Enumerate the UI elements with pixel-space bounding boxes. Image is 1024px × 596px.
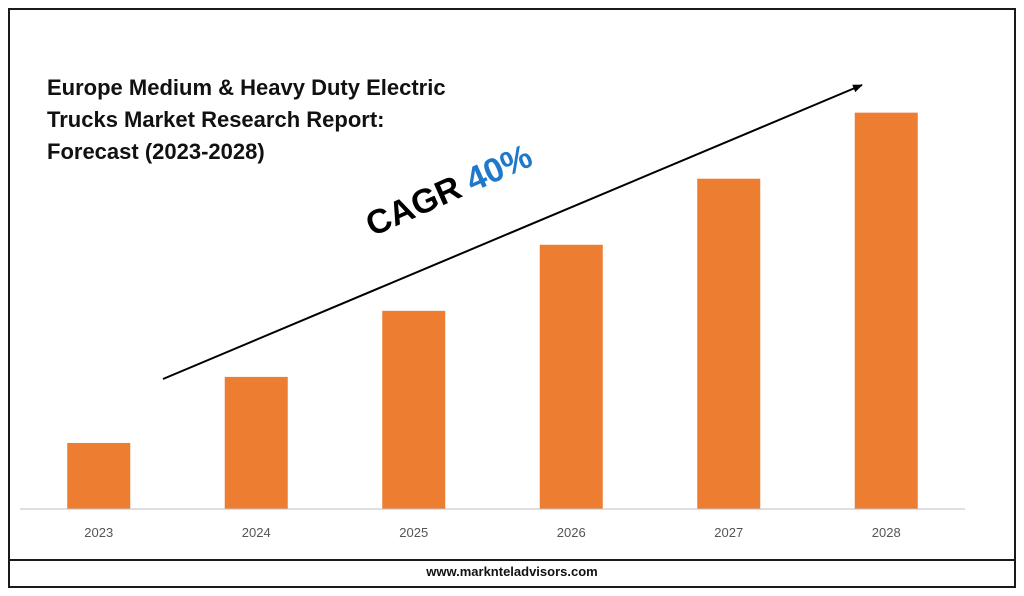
chart-title: Europe Medium & Heavy Duty Electric Truc… [47, 75, 446, 164]
footer-divider [8, 559, 1016, 561]
x-tick-label-2028: 2028 [872, 525, 901, 540]
bar-2028 [854, 112, 918, 510]
x-tick-label-2027: 2027 [714, 525, 743, 540]
x-tick-label-2026: 2026 [557, 525, 586, 540]
bar-2024 [224, 376, 288, 509]
bars-group [67, 112, 918, 510]
x-tick-label-2024: 2024 [242, 525, 271, 540]
trend-arrow [162, 84, 863, 380]
bar-2026 [539, 244, 603, 509]
x-tick-label-2025: 2025 [399, 525, 428, 540]
chart-frame [8, 8, 1016, 588]
x-tick-label-2023: 2023 [84, 525, 113, 540]
footer-website[interactable]: www.marknteladvisors.com [426, 564, 598, 579]
bar-2025 [382, 310, 446, 509]
x-tick-labels: 2023 2024 2025 2026 2027 2028 [84, 525, 900, 540]
bar-2023 [67, 442, 131, 509]
bar-2027 [697, 178, 761, 509]
